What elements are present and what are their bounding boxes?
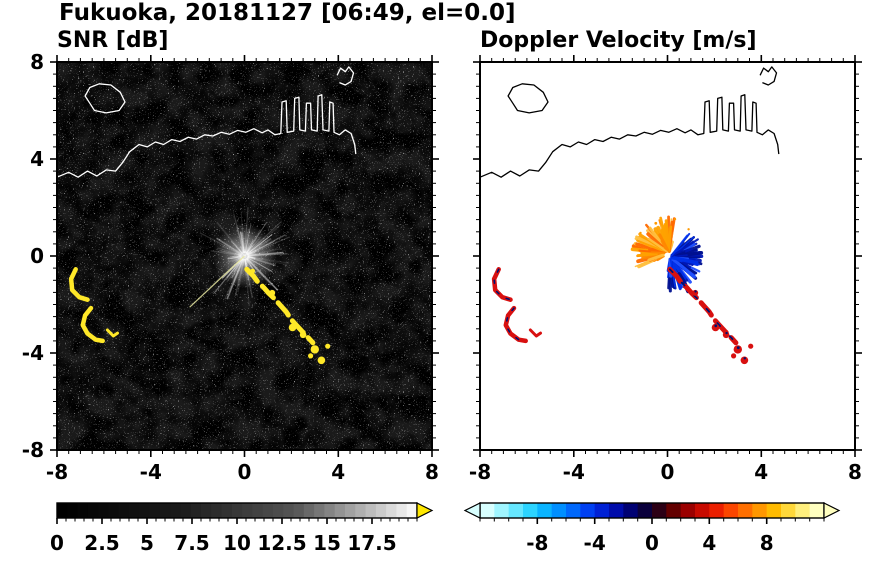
y-axis-tick-labels: 8 4 0 -4 -8 <box>0 50 44 462</box>
colorbar-tick-label: -8 <box>526 531 549 555</box>
x-tick-label: -8 <box>468 460 492 484</box>
colorbar-tick-label: 10 <box>223 531 251 555</box>
snr-colorbar-labels: 0 2.5 5 7.5 10 12.5 15 17.5 <box>50 530 417 556</box>
coastline <box>56 66 357 178</box>
snr-colorbar-svg <box>56 502 434 524</box>
radar-echoes <box>68 206 331 365</box>
velocity-colorbar <box>463 502 841 529</box>
snr-plot-area <box>50 55 439 457</box>
x-tick-label: 0 <box>660 460 675 484</box>
y-tick-label: 4 <box>30 147 44 171</box>
y-tick-label: -4 <box>21 341 44 365</box>
x-tick-label: 0 <box>237 460 252 484</box>
y-tick-label: -8 <box>21 438 44 462</box>
snr-x-axis-tick-labels: -8 -4 0 4 8 <box>46 459 439 485</box>
radar-echoes <box>491 215 754 365</box>
colorbar-tick-label: 7.5 <box>174 531 210 555</box>
colorbar-tick-label: 15 <box>313 531 341 555</box>
x-tick-label: 8 <box>425 460 439 484</box>
colorbar-over-range-arrow <box>416 502 434 519</box>
colorbar-tick-label: 4 <box>702 531 717 555</box>
colorbar-over-range-arrow <box>823 502 841 519</box>
coastline <box>479 66 780 178</box>
colorbar-tick-label: 12.5 <box>257 531 307 555</box>
x-tick-label: -8 <box>45 460 69 484</box>
velocity-colorbar-svg <box>463 502 841 524</box>
colorbar-under-range-arrow <box>463 502 481 519</box>
velocity-plot-area <box>473 55 862 457</box>
snr-panel-title: SNR [dB] <box>57 28 169 53</box>
snr-colorbar <box>56 502 434 529</box>
colorbar-tick-label: 2.5 <box>84 531 120 555</box>
x-tick-label: -4 <box>562 460 585 484</box>
velocity-colorbar-labels: -8 -4 0 4 8 <box>480 530 824 556</box>
colorbar-tick-label: -4 <box>583 531 606 555</box>
colorbar-tick-label: 17.5 <box>347 531 397 555</box>
y-tick-label: 0 <box>30 244 44 268</box>
colorbar-tick-label: 8 <box>759 531 774 555</box>
colorbar-tick-label: 0 <box>50 531 64 555</box>
y-tick-label: 8 <box>30 50 44 74</box>
x-tick-label: -4 <box>139 460 162 484</box>
velocity-plot-svg <box>473 55 862 457</box>
axis-ticks <box>50 55 439 457</box>
figure-title: Fukuoka, 20181127 [06:49, el=0.0] <box>59 0 516 26</box>
x-tick-label: 8 <box>848 460 862 484</box>
axis-ticks <box>473 55 862 457</box>
colorbar-tick-label: 5 <box>140 531 154 555</box>
x-tick-label: 4 <box>754 460 769 484</box>
velocity-x-axis-tick-labels: -8 -4 0 4 8 <box>469 459 862 485</box>
colorbar-tick-label: 0 <box>645 531 659 555</box>
x-tick-label: 4 <box>331 460 346 484</box>
velocity-panel-title: Doppler Velocity [m/s] <box>480 28 757 53</box>
snr-plot-svg <box>50 55 439 457</box>
